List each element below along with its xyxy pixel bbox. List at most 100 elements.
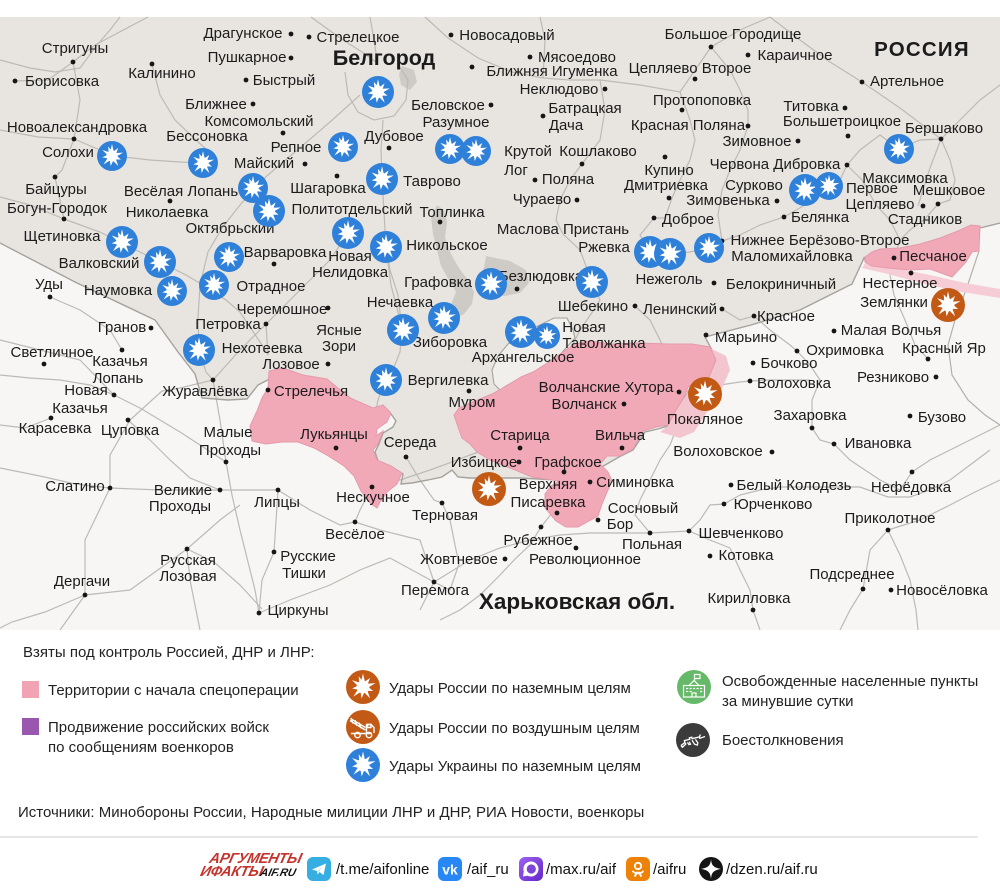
svg-text:Бершаково: Бершаково [905, 120, 983, 137]
svg-text:Циркуны: Циркуны [267, 602, 328, 619]
svg-text:Освобожденные населенные пункт: Освобожденные населенные пункты [722, 673, 978, 690]
svg-text:Ясные: Ясные [316, 322, 362, 339]
svg-text:РОССИЯ: РОССИЯ [874, 38, 970, 61]
svg-text:Лог: Лог [504, 162, 528, 179]
svg-text:Казачья: Казачья [92, 353, 148, 370]
svg-text:Бессоновка: Бессоновка [166, 128, 248, 145]
svg-text:Графское: Графское [534, 454, 601, 471]
svg-text:Подсреднее: Подсреднее [809, 566, 894, 583]
svg-text:Батрацкая: Батрацкая [548, 100, 621, 117]
svg-text:Артельное: Артельное [870, 73, 944, 90]
svg-text:Источники: Минобороны России,: Источники: Минобороны России, Народные м… [18, 804, 644, 821]
svg-text:Белокриничный: Белокриничный [726, 276, 836, 293]
svg-text:Красный Яр: Красный Яр [902, 340, 986, 357]
svg-text:Титовка: Титовка [783, 98, 839, 115]
svg-text:Репное: Репное [271, 139, 322, 156]
svg-text:Большое Городище: Большое Городище [665, 26, 802, 43]
svg-text:Ближнее: Ближнее [185, 96, 247, 113]
svg-text:Великие: Великие [154, 482, 212, 499]
svg-text:Симиновка: Симиновка [596, 474, 674, 491]
svg-text:Перемога: Перемога [401, 582, 470, 599]
svg-text:Красная Поляна: Красная Поляна [631, 117, 746, 134]
svg-text:Дмитриевка: Дмитриевка [624, 177, 709, 194]
svg-text:Взяты под контроль Россией, ДН: Взяты под контроль Россией, ДНР и ЛНР: [23, 644, 315, 661]
svg-text:Удары России по наземным целям: Удары России по наземным целям [389, 680, 631, 697]
svg-text:Мешковое: Мешковое [913, 182, 986, 199]
svg-text:Новоалександровка: Новоалександровка [7, 119, 148, 136]
svg-text:Солохи: Солохи [42, 144, 94, 161]
svg-text:Лозовое: Лозовое [262, 356, 320, 373]
svg-text:Белый Колодезь: Белый Колодезь [737, 477, 852, 494]
svg-text:Цуповка: Цуповка [101, 422, 160, 439]
svg-text:по сообщениям военкоров: по сообщениям военкоров [48, 739, 234, 756]
svg-text:Весёлая Лопань: Весёлая Лопань [124, 183, 239, 200]
svg-text:Неклюдово: Неклюдово [520, 81, 599, 98]
svg-text:Никольское: Никольское [406, 237, 487, 254]
svg-text:Маломихайловка: Маломихайловка [731, 248, 853, 265]
svg-text:Чураево: Чураево [513, 191, 572, 208]
svg-text:Зори: Зори [322, 338, 356, 355]
svg-text:Малые: Малые [204, 424, 253, 441]
svg-text:Петровка: Петровка [195, 316, 261, 333]
svg-text:Весёлое: Весёлое [325, 526, 385, 543]
svg-text:/max.ru/aif: /max.ru/aif [546, 861, 617, 878]
svg-text:Революционное: Революционное [529, 551, 641, 568]
svg-text:Новая: Новая [64, 382, 107, 399]
svg-text:Майский: Майский [234, 155, 294, 172]
svg-text:Журавлёвка: Журавлёвка [162, 383, 248, 400]
svg-text:Терновая: Терновая [412, 507, 478, 524]
svg-text:Землянки: Землянки [860, 294, 928, 311]
svg-text:Николаевка: Николаевка [126, 204, 209, 221]
svg-text:Большетроицкое: Большетроицкое [783, 113, 901, 130]
svg-text:Ржевка: Ржевка [578, 239, 630, 256]
svg-text:/aif_ru: /aif_ru [467, 861, 509, 878]
svg-text:Богун-Городок: Богун-Городок [7, 200, 107, 217]
svg-text:Новая: Новая [562, 319, 605, 336]
svg-text:Избицкое: Избицкое [451, 454, 517, 471]
svg-text:/dzen.ru/aif.ru: /dzen.ru/aif.ru [726, 861, 818, 878]
svg-text:Лозовая: Лозовая [159, 568, 216, 585]
svg-text:Котовка: Котовка [719, 547, 775, 564]
svg-text:Караичное: Караичное [758, 47, 833, 64]
svg-text:Октябрьский: Октябрьский [186, 220, 275, 237]
svg-text:АРГУМЕНТЫ: АРГУМЕНТЫ [207, 851, 304, 867]
svg-text:Нескучное: Нескучное [336, 489, 410, 506]
svg-text:Комсомольский: Комсомольский [204, 113, 313, 130]
svg-text:Верхняя: Верхняя [519, 476, 578, 493]
svg-text:Сурково: Сурково [725, 177, 783, 194]
svg-text:vk: vk [442, 862, 458, 878]
svg-text:Мясоедово: Мясоедово [538, 49, 616, 66]
svg-text:Стригуны: Стригуны [42, 40, 108, 57]
svg-text:Сосновый: Сосновый [608, 500, 678, 517]
svg-text:Ленинский: Ленинский [643, 301, 717, 318]
svg-text:Дача: Дача [549, 117, 584, 134]
svg-text:Цепляево: Цепляево [846, 196, 915, 213]
svg-text:Быстрый: Быстрый [253, 72, 316, 89]
svg-text:/t.me/aifonline: /t.me/aifonline [336, 861, 429, 878]
svg-text:Тишки: Тишки [282, 565, 326, 582]
svg-text:Нежеголь: Нежеголь [635, 271, 702, 288]
svg-text:Нечаевка: Нечаевка [367, 294, 434, 311]
svg-text:Дубовое: Дубовое [364, 128, 424, 145]
svg-text:Валковский: Валковский [59, 255, 140, 272]
svg-text:Охримовка: Охримовка [806, 342, 884, 359]
svg-text:за минувшие сутки: за минувшие сутки [722, 693, 854, 710]
svg-text:Кирилловка: Кирилловка [707, 590, 791, 607]
svg-text:Зиборовка: Зиборовка [413, 334, 488, 351]
svg-text:Протопоповка: Протопоповка [653, 92, 752, 109]
svg-text:Карасевка: Карасевка [19, 420, 92, 437]
svg-text:Удары России по воздушным целя: Удары России по воздушным целям [389, 720, 640, 737]
svg-text:Ивановка: Ивановка [845, 435, 912, 452]
svg-text:Щетиновка: Щетиновка [24, 228, 102, 245]
svg-text:Борисовка: Борисовка [25, 73, 100, 90]
svg-text:Лопань: Лопань [93, 370, 144, 387]
svg-text:Красное: Красное [757, 308, 815, 325]
svg-text:Бузово: Бузово [918, 409, 966, 426]
svg-text:ИФАКТЫ: ИФАКТЫ [199, 864, 266, 880]
svg-text:Марьино: Марьино [715, 329, 777, 346]
svg-text:Волчанск: Волчанск [552, 396, 617, 413]
svg-text:Волоховское: Волоховское [673, 443, 763, 460]
svg-text:Крутой: Крутой [504, 143, 552, 160]
svg-text:Проходы: Проходы [199, 442, 261, 459]
svg-text:Варваровка: Варваровка [244, 244, 327, 261]
